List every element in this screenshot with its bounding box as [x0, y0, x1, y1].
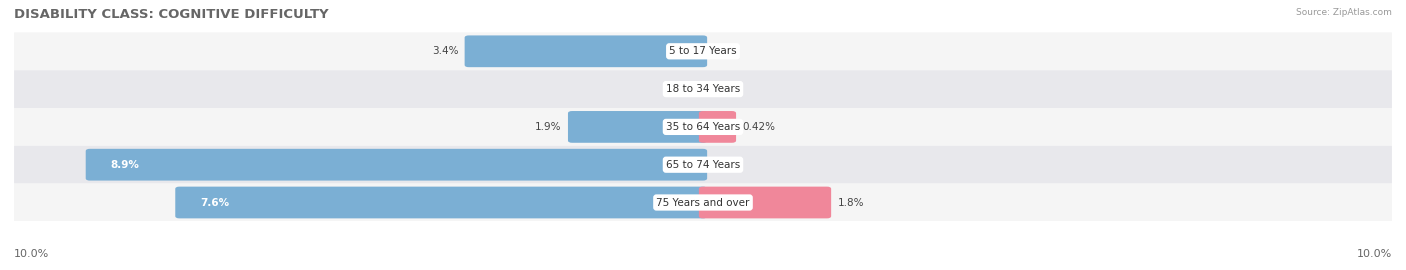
FancyBboxPatch shape: [699, 187, 831, 218]
Text: 1.8%: 1.8%: [838, 197, 863, 208]
FancyBboxPatch shape: [14, 32, 1392, 70]
Text: 5 to 17 Years: 5 to 17 Years: [669, 46, 737, 56]
Text: 3.4%: 3.4%: [432, 46, 458, 56]
FancyBboxPatch shape: [568, 111, 707, 143]
Text: 75 Years and over: 75 Years and over: [657, 197, 749, 208]
Text: 1.9%: 1.9%: [536, 122, 562, 132]
FancyBboxPatch shape: [176, 187, 707, 218]
FancyBboxPatch shape: [14, 108, 1392, 146]
FancyBboxPatch shape: [86, 149, 707, 181]
Text: 0.0%: 0.0%: [713, 160, 740, 170]
Text: 0.0%: 0.0%: [666, 84, 693, 94]
Text: 35 to 64 Years: 35 to 64 Years: [666, 122, 740, 132]
Text: 18 to 34 Years: 18 to 34 Years: [666, 84, 740, 94]
Text: 0.0%: 0.0%: [713, 84, 740, 94]
Text: 0.0%: 0.0%: [713, 46, 740, 56]
Text: 8.9%: 8.9%: [111, 160, 139, 170]
Text: DISABILITY CLASS: COGNITIVE DIFFICULTY: DISABILITY CLASS: COGNITIVE DIFFICULTY: [14, 8, 329, 21]
FancyBboxPatch shape: [14, 70, 1392, 108]
Text: 0.42%: 0.42%: [742, 122, 775, 132]
FancyBboxPatch shape: [14, 146, 1392, 184]
Text: 65 to 74 Years: 65 to 74 Years: [666, 160, 740, 170]
Text: 10.0%: 10.0%: [1357, 249, 1392, 259]
FancyBboxPatch shape: [699, 111, 737, 143]
FancyBboxPatch shape: [14, 184, 1392, 221]
Text: Source: ZipAtlas.com: Source: ZipAtlas.com: [1296, 8, 1392, 17]
Text: 7.6%: 7.6%: [200, 197, 229, 208]
Text: 10.0%: 10.0%: [14, 249, 49, 259]
FancyBboxPatch shape: [464, 35, 707, 67]
